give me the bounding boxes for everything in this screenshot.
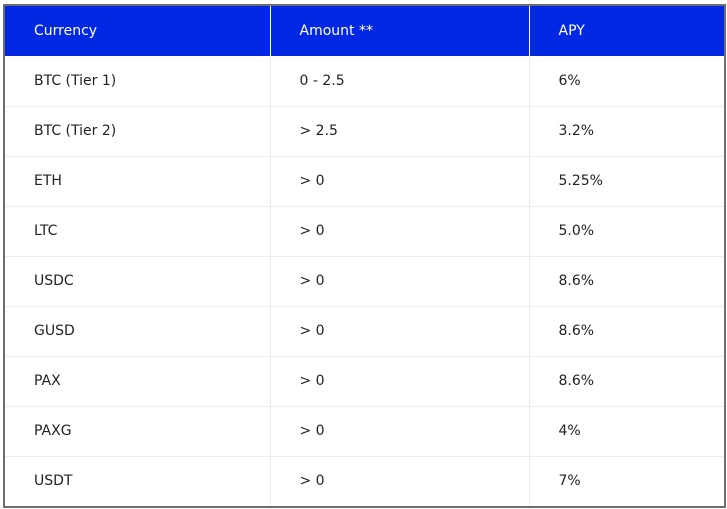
table-row: USDC > 0 8.6% <box>5 255 724 306</box>
apy-cell: 5.0% <box>528 205 724 256</box>
currency-cell: ETH <box>5 155 270 206</box>
table-row: BTC (Tier 1) 0 - 2.5 6% <box>5 56 724 106</box>
table-row: PAXG > 0 4% <box>5 405 724 456</box>
apy-cell: 5.25% <box>528 155 724 206</box>
header-amount: Amount ** <box>269 6 529 56</box>
apy-cell: 6% <box>528 56 724 106</box>
amount-cell: > 0 <box>269 205 529 256</box>
amount-cell: > 0 <box>269 305 529 356</box>
apy-cell: 7% <box>528 455 724 506</box>
currency-cell: GUSD <box>5 305 270 356</box>
currency-cell: BTC (Tier 2) <box>5 105 270 156</box>
table-row: PAX > 0 8.6% <box>5 355 724 406</box>
table-header: Currency Amount ** APY <box>5 6 724 56</box>
rates-table: Currency Amount ** APY BTC (Tier 1) 0 - … <box>5 6 724 506</box>
apy-cell: 8.6% <box>528 355 724 406</box>
apy-cell: 3.2% <box>528 105 724 156</box>
amount-cell: > 0 <box>269 355 529 406</box>
table-row: USDT > 0 7% <box>5 455 724 506</box>
apy-cell: 8.6% <box>528 255 724 306</box>
table-row: LTC > 0 5.0% <box>5 205 724 256</box>
amount-cell: > 0 <box>269 255 529 306</box>
apy-cell: 4% <box>528 405 724 456</box>
table-row: ETH > 0 5.25% <box>5 155 724 206</box>
apy-cell: 8.6% <box>528 305 724 356</box>
currency-cell: USDC <box>5 255 270 306</box>
currency-cell: PAXG <box>5 405 270 456</box>
currency-cell: PAX <box>5 355 270 406</box>
table-body: BTC (Tier 1) 0 - 2.5 6% BTC (Tier 2) > 2… <box>5 56 724 506</box>
amount-cell: > 0 <box>269 405 529 456</box>
header-currency: Currency <box>34 23 98 39</box>
currency-cell: USDT <box>5 455 270 506</box>
amount-cell: > 0 <box>269 155 529 206</box>
amount-cell: > 0 <box>269 455 529 506</box>
header-apy: APY <box>528 6 724 56</box>
amount-cell: 0 - 2.5 <box>269 56 529 106</box>
rates-table-frame: Currency Amount ** APY BTC (Tier 1) 0 - … <box>3 4 726 508</box>
table-row: GUSD > 0 8.6% <box>5 305 724 356</box>
header-row: Currency Amount ** APY <box>5 6 724 56</box>
amount-cell: > 2.5 <box>269 105 529 156</box>
currency-cell: BTC (Tier 1) <box>34 72 117 89</box>
table-row: BTC (Tier 2) > 2.5 3.2% <box>5 105 724 156</box>
currency-cell: LTC <box>5 205 270 256</box>
